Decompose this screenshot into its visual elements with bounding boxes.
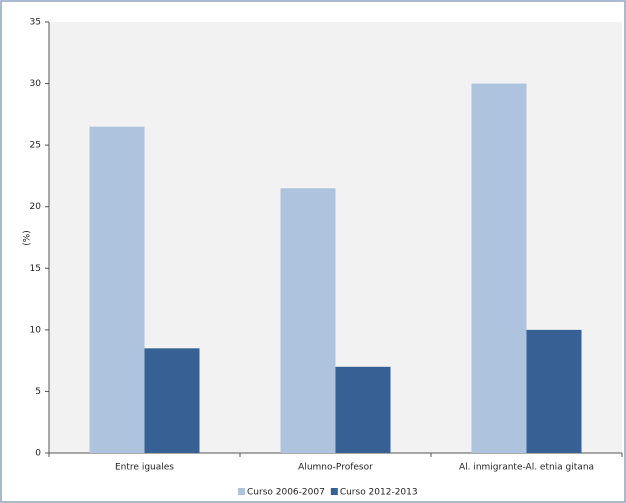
- y-tick-label: 35: [30, 18, 41, 28]
- y-tick-label: 25: [30, 141, 41, 151]
- bar: [89, 126, 145, 454]
- legend-swatch: [238, 488, 245, 495]
- legend-swatch: [330, 488, 338, 495]
- y-tick-label: 0: [35, 449, 41, 459]
- x-tick-label: Entre iguales: [115, 463, 174, 473]
- bar: [335, 366, 391, 453]
- y-axis-label: (%): [23, 230, 33, 246]
- y-tick-label: 5: [35, 387, 41, 397]
- legend-label: Curso 2006-2007: [247, 488, 325, 498]
- y-tick-label: 10: [30, 325, 42, 335]
- x-tick-label: Al. inmigrante-Al. etnia gitana: [459, 463, 594, 473]
- y-tick-label: 30: [30, 79, 42, 89]
- bar: [471, 83, 527, 454]
- legend-label: Curso 2012-2013: [340, 488, 418, 498]
- bar: [280, 188, 336, 453]
- x-tick-label: Alumno-Profesor: [298, 463, 373, 473]
- bar: [526, 329, 582, 453]
- y-tick-label: 20: [30, 202, 42, 212]
- y-tick-label: 15: [30, 264, 41, 274]
- bar: [144, 348, 200, 453]
